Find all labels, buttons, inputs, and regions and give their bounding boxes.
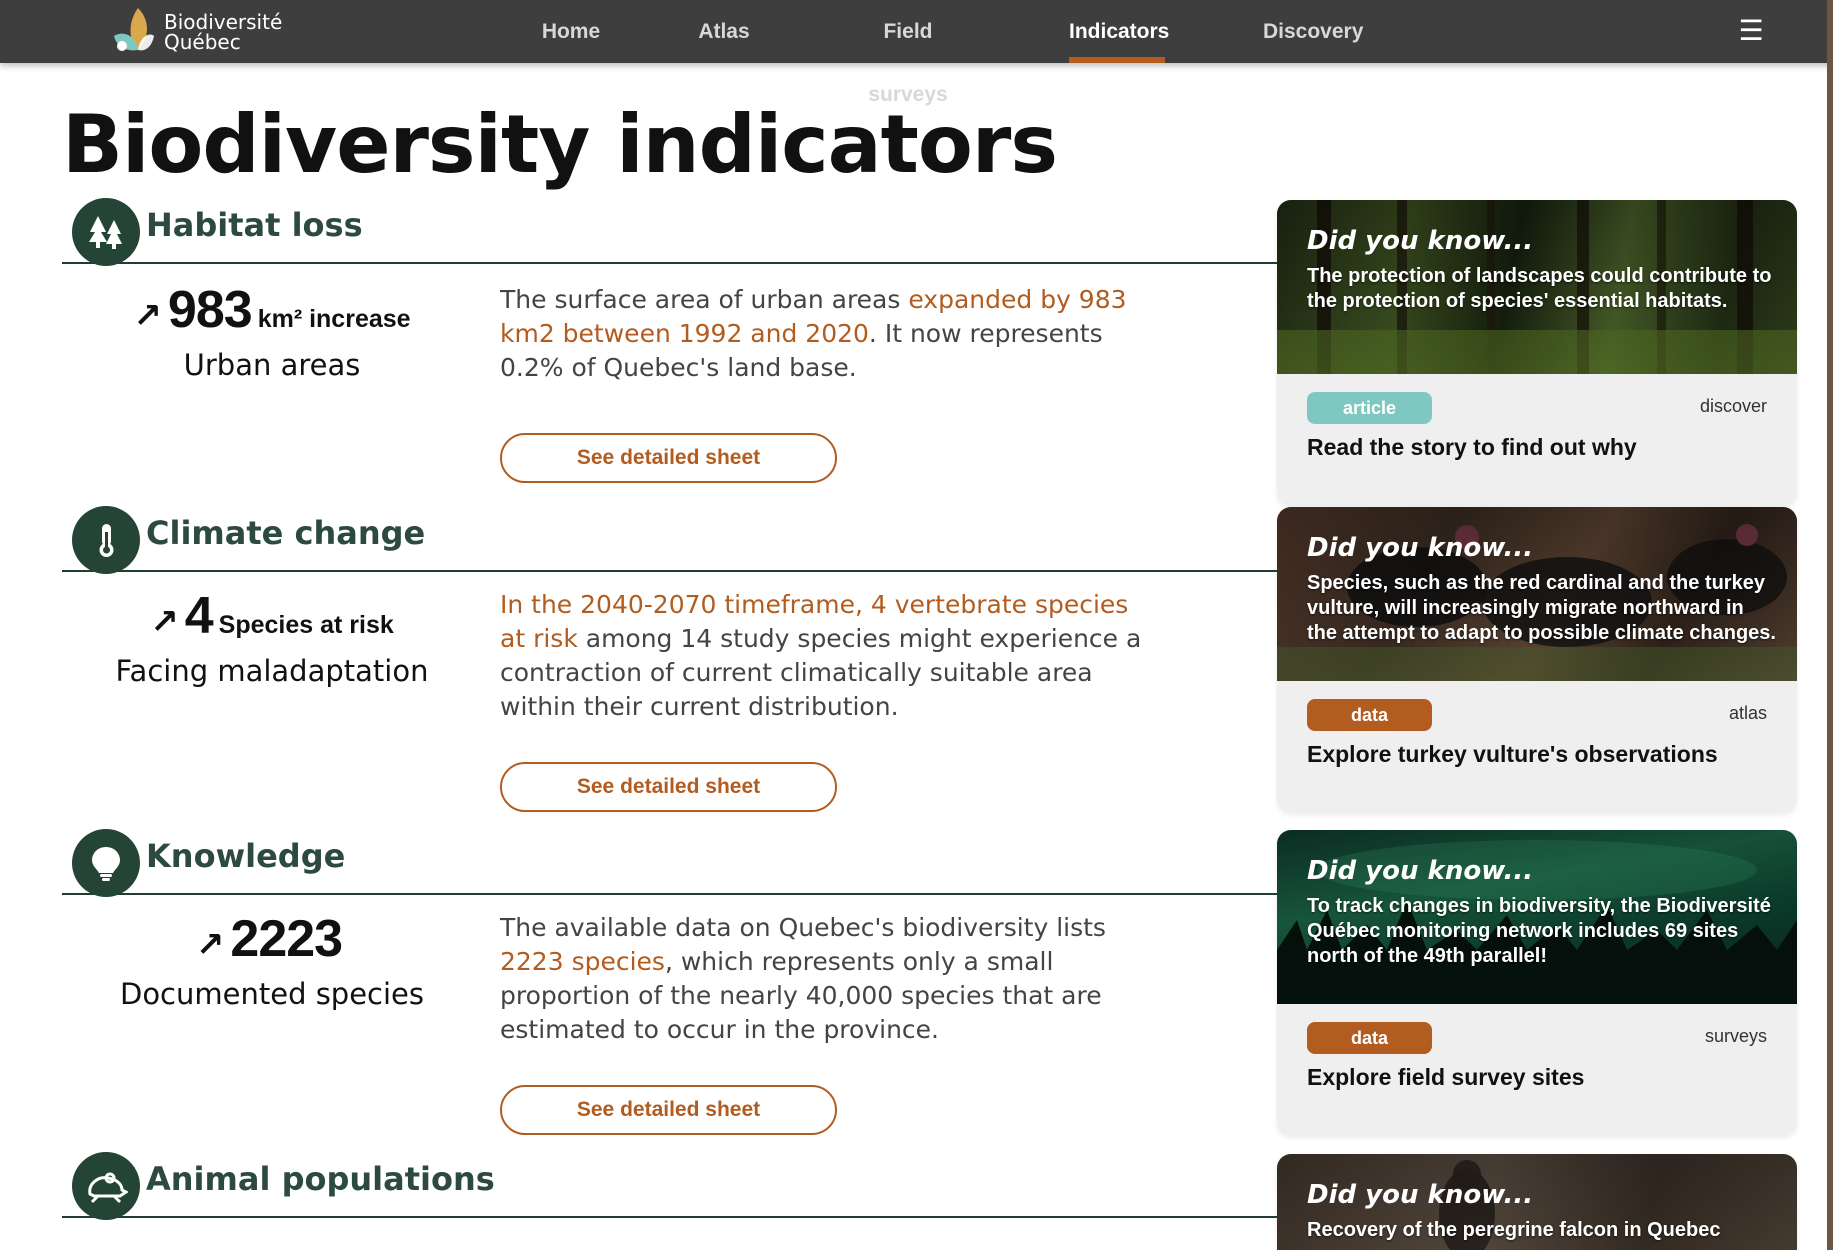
badge-data: data [1307,699,1432,731]
frog-icon [72,1152,140,1220]
did-you-know-card[interactable]: Did you know... Species, such as the red… [1277,507,1797,813]
section-description: The surface area of urban areas expanded… [500,283,1150,385]
card-kicker: Did you know... [1307,533,1534,563]
trend-up-icon: ↗ [133,297,162,335]
leaf-logo-icon [110,6,156,58]
badge-article: article [1307,392,1432,424]
card-category: surveys [1704,1026,1767,1046]
desc-text: among 14 study species might experience … [500,624,1142,721]
section-title: Knowledge [146,837,346,875]
desc-highlight: 2223 species [500,947,665,976]
section-knowledge: Knowledge ↗ 2223 Documented species The … [62,829,1280,1139]
see-detailed-sheet-button[interactable]: See detailed sheet [500,762,837,812]
stat-block: ↗ 983 km² increase Urban areas [62,280,482,382]
card-text: Recovery of the peregrine falcon in Queb… [1307,1219,1721,1241]
brand-line-2: Québec [164,30,241,54]
section-header: Animal populations [62,1152,1280,1220]
desc-text: . It now represents 0.2% of Quebec's lan… [500,319,1103,382]
hamburger-icon[interactable]: ☰ [1738,15,1764,46]
card-kicker: Did you know... [1307,226,1534,256]
card-image-aurora: Did you know... To track changes in biod… [1277,830,1797,1004]
stat-label: Facing maladaptation [115,654,429,688]
stat-number: 983 [167,281,253,339]
nav-discovery[interactable]: Discovery [1263,20,1364,43]
desc-text: The surface area of urban areas [500,285,909,314]
card-body: data surveys Explore field survey sites [1277,1004,1797,1136]
stat-number: 4 [184,587,214,645]
card-text: To track changes in biodiversity, the Bi… [1307,895,1771,967]
card-link[interactable]: Read the story to find out why [1307,434,1637,460]
desc-highlight: In the 2040-2070 timeframe, 4 vertebrate… [500,590,1129,653]
section-animal-populations: Animal populations [62,1152,1280,1250]
stat-number: 2223 [230,910,343,968]
brand-logo[interactable]: Biodiversité Québec [110,5,282,59]
did-you-know-card[interactable]: Did you know... Recovery of the peregrin… [1277,1154,1797,1250]
section-description: The available data on Quebec's biodivers… [500,911,1150,1047]
see-detailed-sheet-button[interactable]: See detailed sheet [500,1085,837,1135]
card-image-forest: Did you know... The protection of landsc… [1277,200,1797,374]
top-navbar: Biodiversité Québec Home Atlas Field sur… [0,0,1833,106]
scrollbar[interactable] [1827,0,1833,1250]
section-description: In the 2040-2070 timeframe, 4 vertebrate… [500,588,1150,724]
stat-label: Urban areas [183,348,361,382]
desc-highlight: expanded by 983 km2 between 1992 and 202… [500,285,1127,348]
section-header: Climate change [62,506,1280,574]
section-climate-change: Climate change ↗ 4 Species at risk Facin… [62,506,1280,816]
page-title: Biodiversity indicators [62,98,1058,191]
trend-up-icon: ↗ [195,926,225,964]
brand-name: Biodiversité Québec [164,12,282,52]
stat-unit: Species at risk [218,611,394,639]
card-link[interactable]: Explore turkey vulture's observations [1307,741,1718,767]
card-kicker: Did you know... [1307,856,1534,886]
card-text: The protection of landscapes could contr… [1307,265,1772,312]
stat-block: ↗ 2223 Documented species [62,909,482,1011]
nav-field-surveys[interactable]: Field surveys [868,20,948,106]
trend-up-icon: ↗ [150,603,179,641]
section-title: Habitat loss [146,206,363,244]
nav-indicators[interactable]: Indicators [1069,0,1169,63]
desc-text: , which represents only a small proporti… [500,947,1102,1044]
section-habitat-loss: Habitat loss ↗ 983 km² increase Urban ar… [62,198,1280,498]
thermometer-icon [72,506,140,574]
card-image-vultures: Did you know... Species, such as the red… [1277,507,1797,681]
section-title: Animal populations [146,1160,495,1198]
card-body: article discover Read the story to find … [1277,374,1797,506]
card-image-falcon: Did you know... Recovery of the peregrin… [1277,1154,1797,1250]
section-title: Climate change [146,514,426,552]
section-header: Habitat loss [62,198,1280,266]
card-body: data atlas Explore turkey vulture's obse… [1277,681,1797,813]
card-category: atlas [1728,703,1767,723]
brand-line-1: Biodiversité [164,10,283,34]
see-detailed-sheet-button[interactable]: See detailed sheet [500,433,837,483]
section-header: Knowledge [62,829,1280,897]
did-you-know-card[interactable]: Did you know... The protection of landsc… [1277,200,1797,506]
card-kicker: Did you know... [1307,1180,1534,1210]
nav-atlas[interactable]: Atlas [698,20,750,43]
badge-data: data [1307,1022,1432,1054]
card-category: discover [1699,396,1767,416]
card-text: Species, such as the red cardinal and th… [1307,572,1776,644]
main-nav: Home Atlas Field surveys Indicators Disc… [0,0,1833,106]
stat-block: ↗ 4 Species at risk Facing maladaptation [62,586,482,688]
stat-label: Documented species [119,977,425,1011]
trees-icon [72,198,140,266]
stat-unit: km² increase [257,305,411,333]
did-you-know-card[interactable]: Did you know... To track changes in biod… [1277,830,1797,1136]
lightbulb-icon [72,829,140,897]
nav-home[interactable]: Home [541,20,601,43]
card-link[interactable]: Explore field survey sites [1307,1064,1585,1090]
desc-text: The available data on Quebec's biodivers… [500,913,1106,942]
